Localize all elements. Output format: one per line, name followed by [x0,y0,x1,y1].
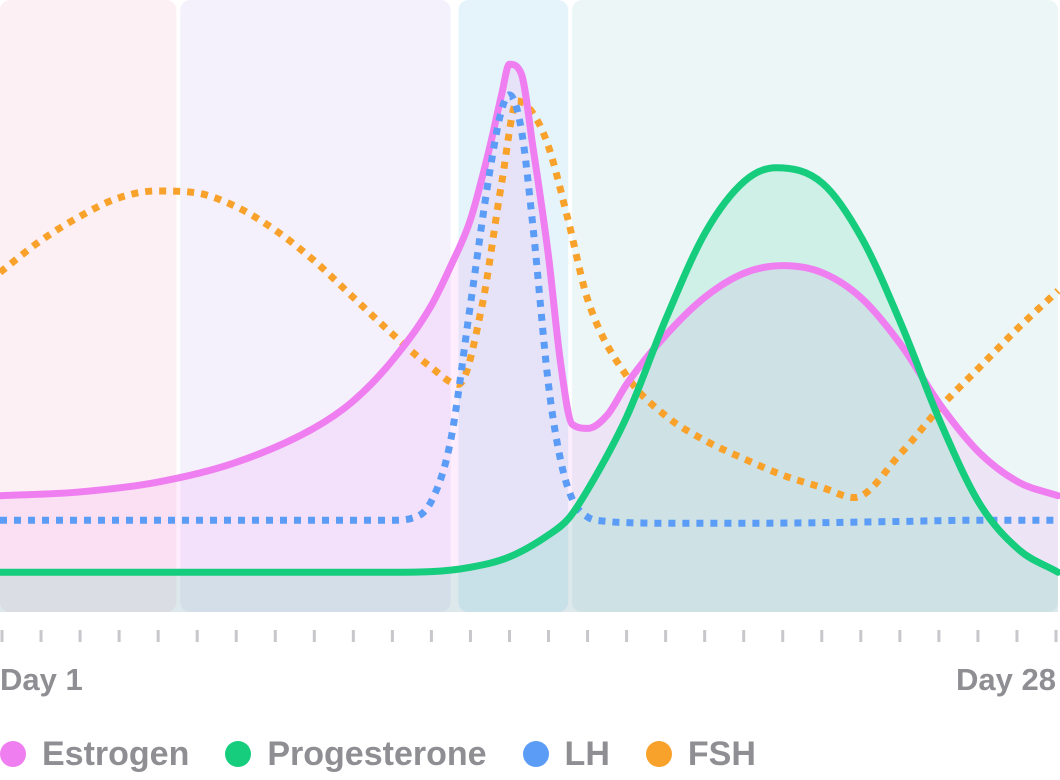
estrogen-line [0,60,1060,500]
legend-item-lh: LH [522,734,610,774]
progesterone-line [0,164,1060,576]
progesterone-area [0,167,1058,612]
legend-label-lh: LH [564,734,610,773]
cycle-phase-bands [0,0,1058,612]
series-fill-areas [0,64,1058,612]
hormone-cycle-chart: Day 1 Day 28 [0,0,1060,697]
legend-swatch-progesterone [225,741,252,767]
lh-line [0,91,1058,527]
chart-legend: Estrogen Progesterone LH FSH [0,728,792,780]
legend-swatch-lh [522,741,549,767]
x-tick-label-day-1: Day 1 [0,662,83,697]
legend-label-progesterone: Progesterone [267,734,487,773]
legend-swatch-estrogen [0,741,26,767]
legend-label-fsh: FSH [687,734,756,773]
legend-swatch-fsh [645,741,672,767]
phase-band-1 [0,0,177,612]
legend-item-estrogen: Estrogen [0,735,189,774]
x-axis-ticks [0,630,1058,642]
x-tick-label-day-28: Day 28 [956,662,1056,697]
legend-item-fsh: FSH [645,734,756,774]
estrogen-area [0,64,1058,612]
legend-label-estrogen: Estrogen [42,734,190,773]
fsh-line [0,97,1060,502]
legend-item-progesterone: Progesterone [225,734,487,774]
phase-band-4 [572,0,1058,612]
x-axis-tick-labels: Day 1 Day 28 [0,662,1056,697]
series-lines [0,60,1060,576]
